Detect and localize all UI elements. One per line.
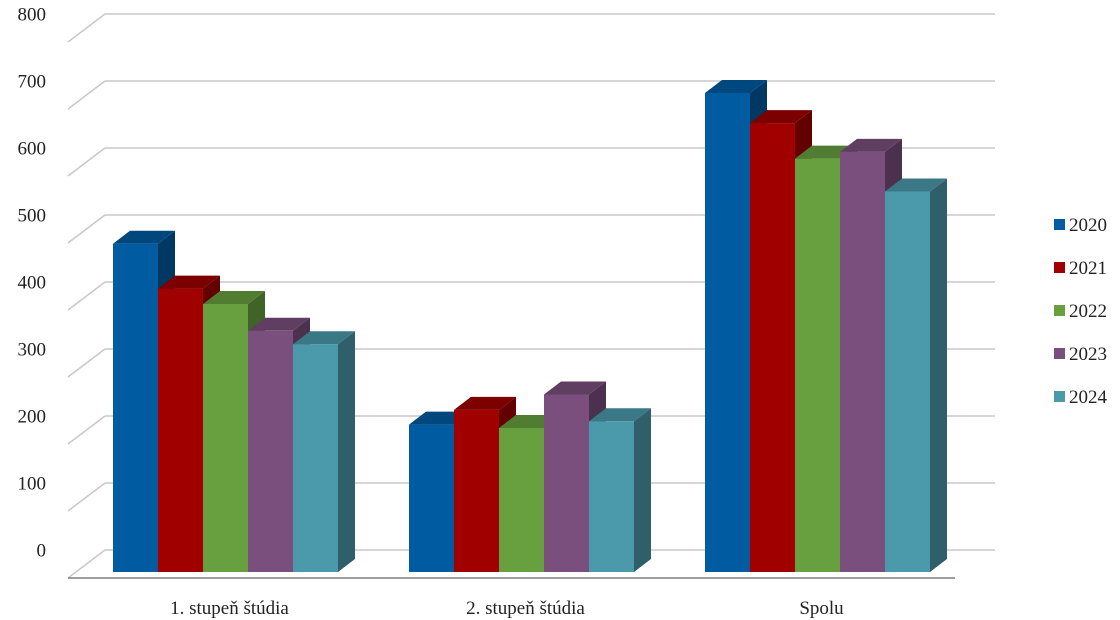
legend-swatch	[1054, 348, 1065, 359]
legend-label: 2024	[1069, 387, 1108, 408]
y-tick-label: 600	[18, 138, 47, 159]
category-label: 2. stupeň štúdia	[466, 598, 585, 619]
legend-item-2023: 2023	[1054, 344, 1107, 365]
gridline-side	[67, 80, 106, 110]
gridline-side	[67, 214, 106, 244]
gridline-side	[67, 147, 106, 177]
y-axis-tick-labels: 0 100 200 300 400 500 600 700 800	[18, 4, 47, 561]
gridline-side	[67, 415, 106, 445]
legend-label: 2022	[1069, 301, 1107, 322]
gridline-side	[67, 13, 106, 43]
legend-item-2024: 2024	[1054, 387, 1108, 408]
y-tick-label: 0	[37, 540, 47, 561]
y-tick-label: 100	[18, 473, 47, 494]
legend-item-2020: 2020	[1054, 215, 1107, 236]
bars	[113, 79, 947, 573]
legend-swatch	[1054, 219, 1065, 230]
gridline-side	[67, 549, 106, 579]
legend-label: 2021	[1069, 258, 1107, 279]
y-tick-label: 400	[18, 272, 47, 293]
y-tick-label: 300	[18, 339, 47, 360]
bar-2024-2	[589, 408, 651, 572]
legend-label: 2020	[1069, 215, 1107, 236]
gridline-side	[67, 348, 106, 378]
legend: 2020 2021 2022 2023 2024	[1054, 215, 1108, 408]
legend-item-2022: 2022	[1054, 301, 1107, 322]
y-tick-label: 200	[18, 406, 47, 427]
category-label: Spolu	[799, 598, 844, 619]
gridline-side	[67, 482, 106, 512]
x-axis-category-labels: 1. stupeň štúdia 2. stupeň štúdia Spolu	[170, 598, 844, 619]
bar-2024-3	[885, 178, 947, 572]
legend-item-2021: 2021	[1054, 258, 1107, 279]
y-tick-label: 700	[18, 71, 47, 92]
y-tick-label: 800	[18, 4, 47, 25]
legend-swatch	[1054, 305, 1065, 316]
legend-label: 2023	[1069, 344, 1107, 365]
y-tick-label: 500	[18, 205, 47, 226]
gridline-side	[67, 281, 106, 311]
legend-swatch	[1054, 262, 1065, 273]
bar-2024-1	[293, 331, 355, 572]
category-label: 1. stupeň štúdia	[170, 598, 289, 619]
legend-swatch	[1054, 391, 1065, 402]
